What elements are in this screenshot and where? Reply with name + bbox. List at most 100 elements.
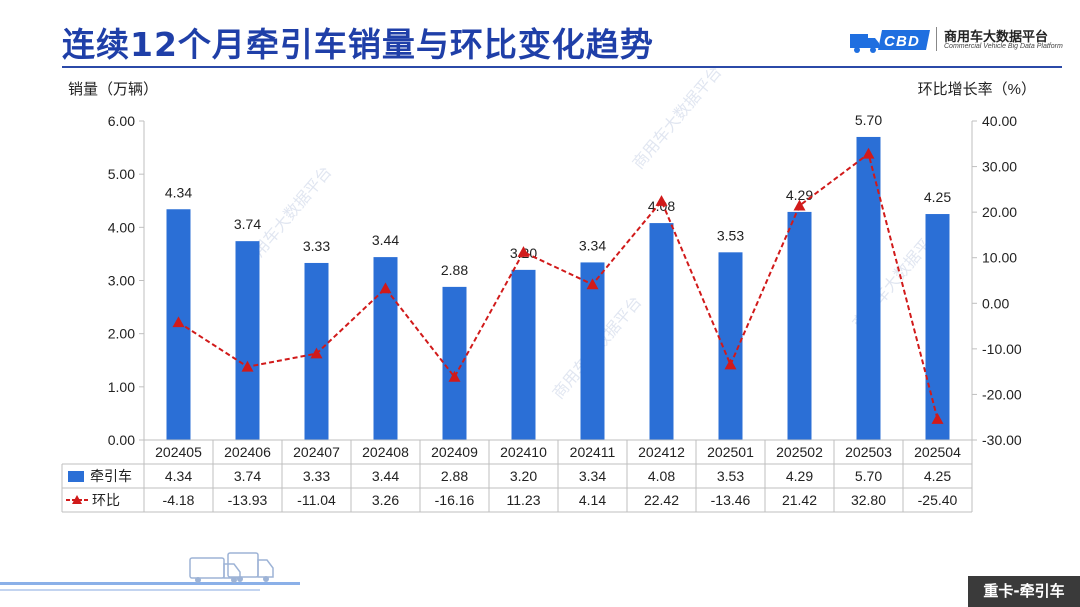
mom-line bbox=[177, 152, 939, 420]
table-cell-mom: 3.26 bbox=[372, 492, 399, 508]
table-cell-mom: -4.18 bbox=[163, 492, 195, 508]
legend-line-marker bbox=[72, 495, 82, 504]
legend-bar-swatch bbox=[68, 471, 84, 482]
bar-value-label: 4.29 bbox=[786, 187, 813, 203]
bar bbox=[442, 286, 467, 440]
x-tick-label: 202407 bbox=[293, 444, 340, 460]
table-cell-sales: 3.33 bbox=[303, 468, 330, 484]
table-cell-mom: 4.14 bbox=[579, 492, 606, 508]
title-underline bbox=[62, 66, 1062, 68]
right-tick-label: 40.00 bbox=[982, 113, 1017, 129]
left-tick-label: 2.00 bbox=[108, 326, 135, 342]
right-tick-label: -30.00 bbox=[982, 432, 1022, 448]
bar bbox=[235, 241, 260, 440]
trucks-decoration-icon bbox=[0, 552, 300, 591]
mom-marker bbox=[172, 316, 185, 328]
x-tick-label: 202405 bbox=[155, 444, 202, 460]
brand-name: 商用车大数据平台 bbox=[944, 30, 1049, 45]
svg-text:B: B bbox=[896, 33, 907, 50]
right-tick-label: 20.00 bbox=[982, 204, 1017, 220]
right-tick-label: -20.00 bbox=[982, 386, 1022, 402]
left-axis-title: 销量（万辆） bbox=[68, 81, 159, 98]
bar-value-label: 2.88 bbox=[441, 262, 468, 278]
table-cell-sales: 4.25 bbox=[924, 468, 951, 484]
mom-marker bbox=[310, 347, 323, 359]
svg-text:D: D bbox=[908, 33, 919, 50]
mom-marker bbox=[793, 199, 806, 211]
x-tick-label: 202408 bbox=[362, 444, 409, 460]
right-tick-label: 10.00 bbox=[982, 250, 1017, 266]
x-tick-label: 202412 bbox=[638, 444, 685, 460]
x-tick-label: 202503 bbox=[845, 444, 892, 460]
table-cell-sales: 3.20 bbox=[510, 468, 537, 484]
table-cell-sales: 4.08 bbox=[648, 468, 675, 484]
bar-value-label: 3.53 bbox=[717, 227, 744, 243]
table-cell-mom: 32.80 bbox=[851, 492, 886, 508]
x-tick-label: 202406 bbox=[224, 444, 271, 460]
mom-marker bbox=[379, 282, 392, 294]
table-cell-mom: -16.16 bbox=[435, 492, 475, 508]
bar-value-label: 3.34 bbox=[579, 237, 606, 253]
mom-marker bbox=[448, 370, 461, 382]
right-tick-label: 30.00 bbox=[982, 159, 1017, 175]
table-cell-mom: -13.46 bbox=[711, 492, 751, 508]
bar-value-label: 3.74 bbox=[234, 216, 261, 232]
bar-value-label: 3.33 bbox=[303, 238, 330, 254]
x-tick-label: 202504 bbox=[914, 444, 961, 460]
bar bbox=[649, 223, 674, 440]
brand-separator bbox=[936, 27, 937, 51]
bar-value-label: 3.44 bbox=[372, 232, 399, 248]
right-axis-title: 环比增长率（%） bbox=[917, 81, 1036, 98]
x-tick-label: 202501 bbox=[707, 444, 754, 460]
table-cell-mom: -11.04 bbox=[297, 492, 336, 508]
mom-marker bbox=[655, 195, 668, 206]
brand-logo-block: C B D 商用车大数据平台 Commercial Vehicle Big Da… bbox=[848, 24, 1070, 56]
svg-text:C: C bbox=[884, 33, 896, 50]
table-cell-sales: 4.34 bbox=[165, 468, 192, 484]
bar bbox=[856, 136, 881, 440]
bar-value-label: 4.25 bbox=[924, 189, 951, 205]
table-cell-sales: 5.70 bbox=[855, 468, 882, 484]
table-cell-mom: -25.40 bbox=[918, 492, 958, 508]
table-cell-sales: 3.34 bbox=[579, 468, 606, 484]
mom-marker bbox=[241, 360, 254, 372]
watermark-text: 商用车大数据平台 bbox=[629, 62, 726, 172]
legend-bar-label: 牵引车 bbox=[90, 468, 132, 485]
right-tick-label: 0.00 bbox=[982, 295, 1009, 311]
left-tick-label: 4.00 bbox=[108, 219, 135, 235]
left-tick-label: 1.00 bbox=[108, 379, 135, 395]
table-cell-mom: 21.42 bbox=[782, 492, 817, 508]
slide-title: 连续12个月牵引车销量与环比变化趋势 bbox=[62, 25, 654, 64]
legend-line-label: 环比 bbox=[92, 493, 120, 509]
table-cell-sales: 4.29 bbox=[786, 468, 813, 484]
category-tag: 重卡-牵引车 bbox=[968, 576, 1080, 607]
bar bbox=[511, 269, 536, 440]
mom-marker bbox=[517, 246, 530, 257]
bar-value-label: 5.70 bbox=[855, 112, 882, 128]
table-cell-sales: 2.88 bbox=[441, 468, 468, 484]
mom-marker bbox=[862, 147, 875, 159]
x-tick-label: 202410 bbox=[500, 444, 547, 460]
bar bbox=[580, 262, 605, 440]
truck-logo-icon: C B D bbox=[850, 30, 930, 53]
x-tick-label: 202502 bbox=[776, 444, 823, 460]
table-cell-mom: 11.23 bbox=[507, 492, 541, 508]
left-tick-label: 6.00 bbox=[108, 113, 135, 129]
mom-marker bbox=[931, 413, 944, 424]
x-tick-label: 202411 bbox=[570, 444, 616, 460]
mom-marker bbox=[586, 278, 599, 290]
table-cell-mom: -13.93 bbox=[228, 492, 268, 508]
mom-marker bbox=[724, 358, 737, 370]
bar-value-label: 4.34 bbox=[165, 184, 192, 200]
brand-subtitle: Commercial Vehicle Big Data Platform bbox=[944, 43, 1063, 50]
x-tick-label: 202409 bbox=[431, 444, 478, 460]
table-cell-sales: 3.44 bbox=[372, 468, 399, 484]
left-tick-label: 0.00 bbox=[108, 432, 135, 448]
table-cell-sales: 3.53 bbox=[717, 468, 744, 484]
bar bbox=[787, 211, 812, 440]
bar bbox=[925, 214, 950, 440]
left-tick-label: 5.00 bbox=[108, 166, 135, 182]
table-cell-mom: 22.42 bbox=[644, 492, 679, 508]
left-tick-label: 3.00 bbox=[108, 273, 135, 289]
